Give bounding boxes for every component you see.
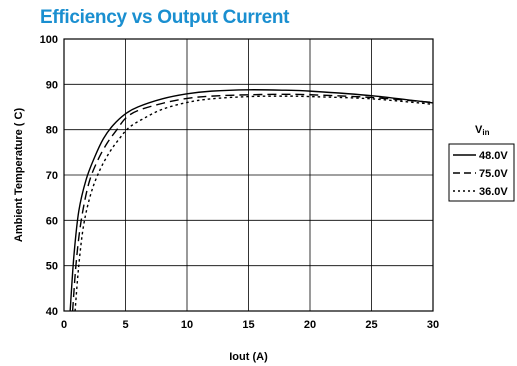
y-tick-label: 50	[46, 261, 58, 273]
y-tick-label: 70	[46, 170, 58, 182]
y-tick-label: 80	[46, 125, 58, 137]
grid-layer	[63, 38, 434, 312]
legend-title-sub: in	[482, 128, 489, 137]
legend-label: 75.0V	[479, 168, 508, 180]
x-tick-label: 5	[122, 319, 128, 331]
x-tick-label: 20	[304, 319, 316, 331]
plot-frame	[63, 38, 434, 312]
y-tick-label: 60	[46, 215, 58, 227]
legend-title-main: V	[475, 124, 483, 136]
x-tick-label: 0	[61, 319, 67, 331]
legend-label: 36.0V	[479, 186, 508, 198]
y-tick-label: 100	[40, 34, 58, 46]
series-line-75-0v	[71, 93, 434, 312]
x-tick-label: 15	[242, 319, 254, 331]
y-axis-title: Ambient Temperature ( C)	[13, 108, 25, 243]
series-layer	[69, 89, 434, 312]
legend: Vin 48.0V 75.0V 36.0V	[448, 124, 515, 202]
tick-layer: 40 50 60 70 80 90 100 0 5 10 15 20 25 30	[40, 34, 439, 331]
legend-items: 48.0V 75.0V 36.0V	[453, 150, 508, 198]
legend-label: 48.0V	[479, 150, 508, 162]
x-tick-label: 10	[181, 319, 193, 331]
x-axis-title: Iout (A)	[229, 351, 268, 363]
legend-title: Vin	[475, 124, 490, 137]
x-tick-label: 25	[365, 319, 377, 331]
x-tick-label: 30	[427, 319, 439, 331]
y-tick-label: 40	[46, 306, 58, 318]
series-line-48-0v	[69, 89, 434, 312]
chart-title: Efficiency vs Output Current	[40, 7, 290, 28]
series-line-36-0v	[74, 95, 434, 312]
y-tick-label: 90	[46, 79, 58, 91]
